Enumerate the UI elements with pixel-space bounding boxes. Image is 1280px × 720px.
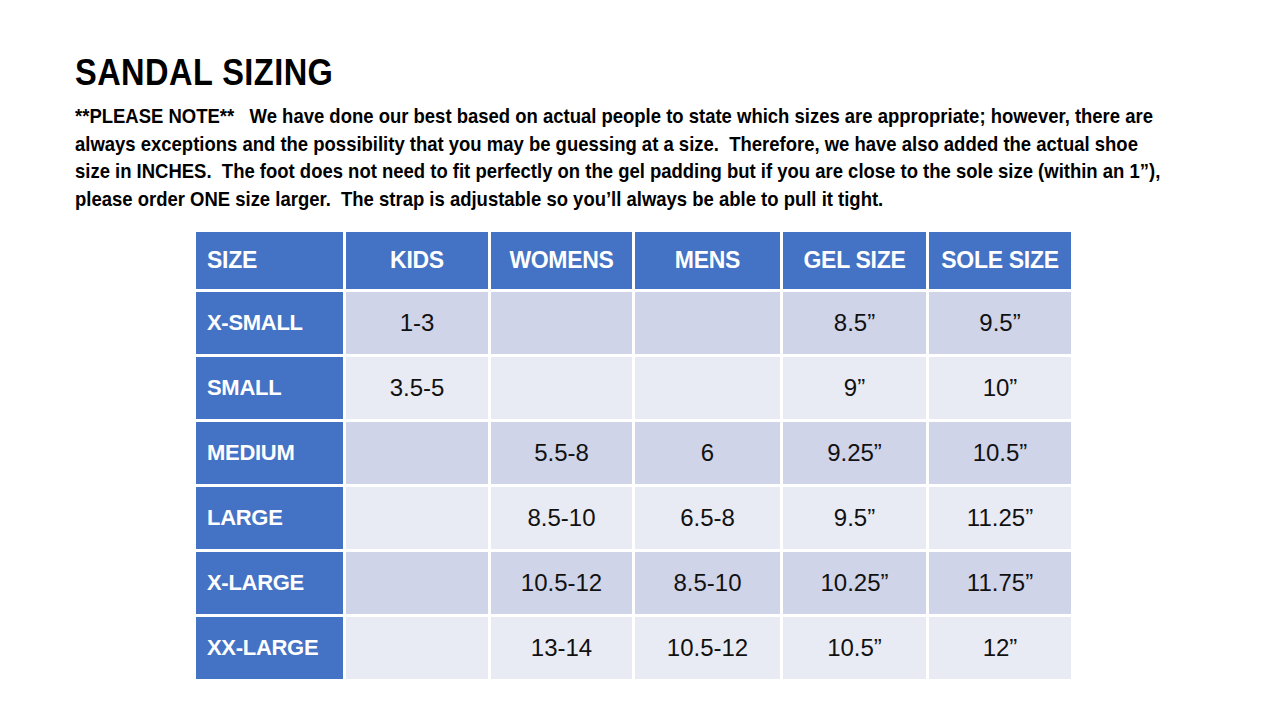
cell-x-small-womens: [491, 292, 632, 354]
page-title: SANDAL SIZING: [75, 52, 1160, 94]
cell-x-large-mens: 8.5-10: [635, 552, 780, 614]
cell-small-gel: 9”: [783, 357, 926, 419]
cell-large-kids: [346, 487, 488, 549]
note-line: please order ONE size larger. The strap …: [75, 185, 1160, 213]
column-header-sole-size: SOLE SIZE: [929, 232, 1071, 289]
row-label-medium: MEDIUM: [196, 422, 343, 484]
cell-small-sole: 10”: [929, 357, 1071, 419]
column-header-gel-size: GEL SIZE: [783, 232, 926, 289]
note-paragraph: **PLEASE NOTE** We have done our best ba…: [75, 102, 1160, 212]
cell-medium-mens: 6: [635, 422, 780, 484]
cell-medium-kids: [346, 422, 488, 484]
cell-x-small-mens: [635, 292, 780, 354]
cell-xx-large-gel: 10.5”: [783, 617, 926, 679]
cell-large-gel: 9.5”: [783, 487, 926, 549]
row-label-small: SMALL: [196, 357, 343, 419]
cell-large-womens: 8.5-10: [491, 487, 632, 549]
cell-x-large-womens: 10.5-12: [491, 552, 632, 614]
cell-x-large-kids: [346, 552, 488, 614]
row-label-large: LARGE: [196, 487, 343, 549]
note-line: always exceptions and the possibility th…: [75, 130, 1160, 158]
cell-medium-womens: 5.5-8: [491, 422, 632, 484]
note-line: size in INCHES. The foot does not need t…: [75, 157, 1160, 185]
row-label-xx-large: XX-LARGE: [196, 617, 343, 679]
row-label-x-small: X-SMALL: [196, 292, 343, 354]
cell-x-small-gel: 8.5”: [783, 292, 926, 354]
header-text-block: SANDAL SIZING **PLEASE NOTE** We have do…: [75, 52, 1160, 212]
note-line: **PLEASE NOTE** We have done our best ba…: [75, 102, 1160, 130]
column-header-kids: KIDS: [346, 232, 488, 289]
cell-x-large-gel: 10.25”: [783, 552, 926, 614]
cell-small-mens: [635, 357, 780, 419]
cell-large-sole: 11.25”: [929, 487, 1071, 549]
column-header-size: SIZE: [196, 232, 343, 289]
sizing-slide: SANDAL SIZING **PLEASE NOTE** We have do…: [0, 0, 1280, 720]
cell-x-small-sole: 9.5”: [929, 292, 1071, 354]
cell-x-large-sole: 11.75”: [929, 552, 1071, 614]
cell-x-small-kids: 1-3: [346, 292, 488, 354]
cell-large-mens: 6.5-8: [635, 487, 780, 549]
column-header-mens: MENS: [635, 232, 780, 289]
cell-xx-large-sole: 12”: [929, 617, 1071, 679]
cell-xx-large-womens: 13-14: [491, 617, 632, 679]
cell-small-womens: [491, 357, 632, 419]
row-label-x-large: X-LARGE: [196, 552, 343, 614]
cell-xx-large-mens: 10.5-12: [635, 617, 780, 679]
column-header-womens: WOMENS: [491, 232, 632, 289]
cell-medium-sole: 10.5”: [929, 422, 1071, 484]
cell-medium-gel: 9.25”: [783, 422, 926, 484]
cell-small-kids: 3.5-5: [346, 357, 488, 419]
sizing-table: SIZE KIDS WOMENS MENS GEL SIZE SOLE SIZE…: [196, 232, 1071, 679]
cell-xx-large-kids: [346, 617, 488, 679]
